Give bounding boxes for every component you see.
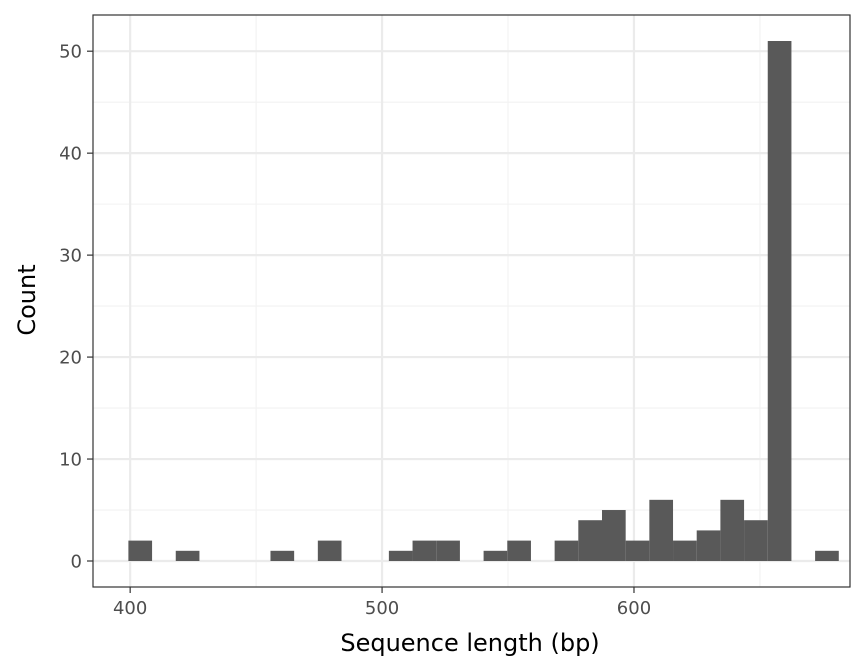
histogram-bar <box>696 530 721 561</box>
bars <box>128 41 839 561</box>
x-axis-title: Sequence length (bp) <box>340 629 599 657</box>
x-tick-label: 400 <box>113 598 147 619</box>
y-axis-title: Count <box>13 264 41 335</box>
y-tick-label: 10 <box>59 450 82 471</box>
histogram-bar <box>388 550 413 561</box>
histogram-bar <box>317 540 342 561</box>
histogram-bar <box>815 550 839 561</box>
y-tick-label: 30 <box>59 246 82 267</box>
grid-minor <box>93 15 850 587</box>
histogram-bar <box>175 550 200 561</box>
histogram-bar <box>436 540 460 561</box>
y-tick-label: 20 <box>59 348 82 369</box>
histogram-bar <box>483 550 508 561</box>
histogram-bar <box>744 520 768 561</box>
x-tick-label: 600 <box>617 598 651 619</box>
histogram-bar <box>625 540 650 561</box>
histogram-bar <box>507 540 531 561</box>
y-tick-label: 50 <box>59 42 82 63</box>
y-axis-ticks: 0 10 20 30 40 50 <box>59 42 93 573</box>
histogram-bar <box>412 540 437 561</box>
histogram-bar <box>673 540 697 561</box>
histogram-bar <box>128 540 153 561</box>
y-tick-label: 40 <box>59 144 82 165</box>
histogram-bar <box>578 520 602 561</box>
histogram-bar <box>601 510 626 561</box>
histogram-bar <box>554 540 579 561</box>
x-tick-label: 500 <box>365 598 399 619</box>
histogram-bar <box>649 499 674 561</box>
x-axis-ticks: 400 500 600 <box>113 587 651 619</box>
histogram-bar <box>767 41 792 561</box>
y-tick-label: 0 <box>71 552 82 573</box>
panel-border <box>92 14 851 588</box>
histogram-bar <box>720 499 745 561</box>
histogram-bar <box>270 550 295 561</box>
